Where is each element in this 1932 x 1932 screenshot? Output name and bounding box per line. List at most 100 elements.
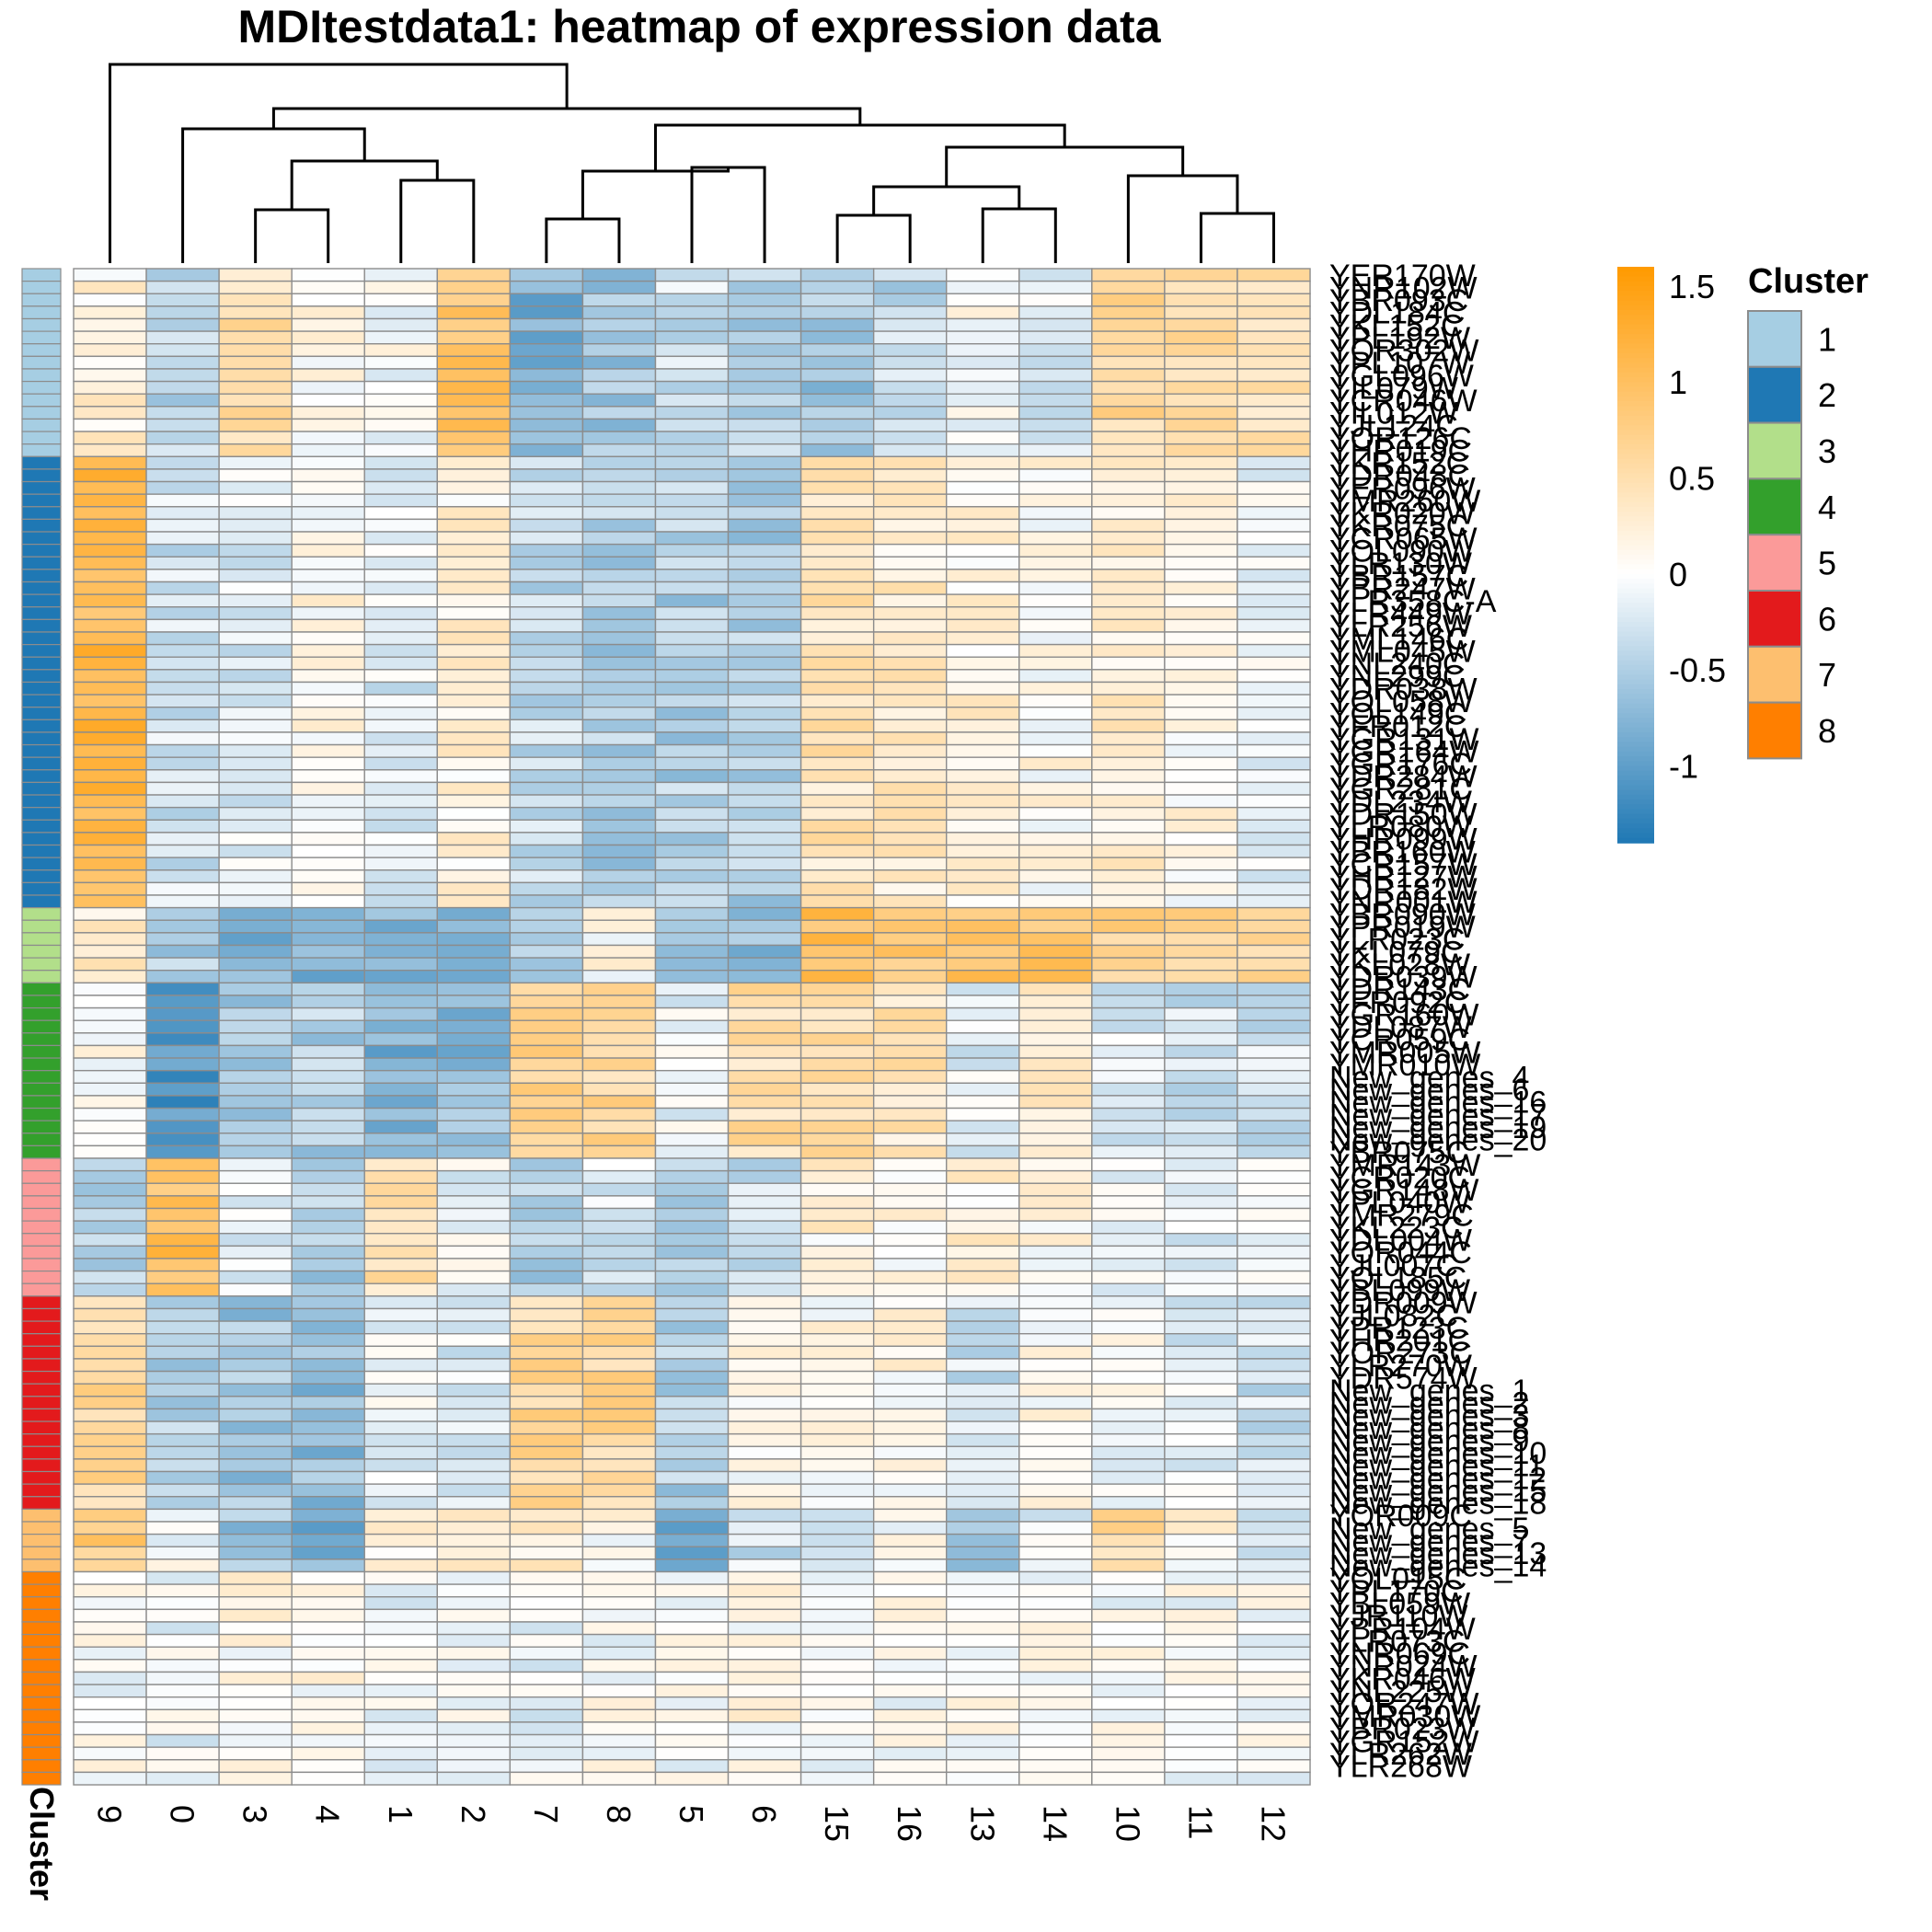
heatmap-cell — [363, 1383, 438, 1397]
heatmap-cell — [291, 1133, 365, 1147]
heatmap-cell — [436, 1207, 512, 1222]
heatmap-cell — [291, 1082, 365, 1097]
heatmap-cell — [1018, 380, 1093, 395]
cluster-annotation-cell — [21, 343, 62, 357]
heatmap-cell — [1164, 844, 1238, 858]
heatmap-cell — [581, 1358, 657, 1373]
heatmap-cell — [145, 819, 220, 834]
cluster-annotation-cell — [21, 1633, 62, 1648]
heatmap-cell — [436, 707, 512, 721]
row-label: YKR020W — [1329, 497, 1476, 532]
heatmap-cell — [581, 894, 657, 909]
heatmap-cell — [872, 1684, 948, 1698]
heatmap-cell — [799, 569, 875, 583]
heatmap-cell — [436, 443, 512, 457]
heatmap-cell — [363, 406, 438, 420]
heatmap-cell — [799, 368, 875, 383]
heatmap-cell — [436, 1608, 512, 1623]
heatmap-cell — [363, 1082, 438, 1097]
heatmap-cell — [581, 581, 657, 595]
heatmap-cell — [872, 857, 948, 871]
heatmap-cell — [727, 593, 802, 608]
heatmap-cell — [145, 518, 220, 533]
heatmap-cell — [218, 1659, 293, 1673]
heatmap-cell — [799, 919, 875, 934]
heatmap-cell — [1236, 1133, 1311, 1147]
heatmap-cell — [291, 1671, 365, 1685]
heatmap-cell — [291, 719, 365, 733]
heatmap-cell — [145, 330, 220, 345]
heatmap-cell — [1236, 1345, 1311, 1360]
row-label: YNR102W — [1329, 270, 1478, 305]
heatmap-cell — [946, 1233, 1020, 1248]
row-label: YPL040W — [1329, 1186, 1470, 1221]
color-scale-segment — [1617, 564, 1654, 570]
heatmap-cell — [1091, 1508, 1166, 1523]
heatmap-cell — [363, 518, 438, 533]
heatmap-cell — [581, 506, 657, 521]
heatmap-cell — [946, 1133, 1020, 1147]
cluster-annotation-cell — [21, 1006, 62, 1021]
heatmap-cell — [218, 1621, 293, 1636]
heatmap-cell — [654, 1496, 730, 1511]
heatmap-cell — [363, 1320, 438, 1335]
heatmap-cell — [73, 844, 147, 858]
heatmap-cell — [363, 970, 438, 984]
row-label: New_genes_10 — [1329, 1436, 1547, 1471]
heatmap-cell — [509, 443, 584, 457]
heatmap-cell — [872, 1019, 948, 1034]
heatmap-cell — [1018, 1508, 1093, 1523]
heatmap-cell — [581, 1583, 657, 1598]
heatmap-cell — [363, 1195, 438, 1210]
heatmap-cell — [145, 1696, 220, 1711]
heatmap-cell — [1164, 1006, 1238, 1021]
heatmap-cell — [946, 1684, 1020, 1698]
heatmap-cell — [1091, 1133, 1166, 1147]
heatmap-cell — [436, 431, 512, 445]
heatmap-cell — [654, 894, 730, 909]
heatmap-cell — [872, 869, 948, 884]
heatmap-cell — [1164, 1558, 1238, 1573]
heatmap-cell — [73, 1182, 147, 1197]
heatmap-cell — [946, 631, 1020, 646]
heatmap-cell — [799, 1733, 875, 1748]
heatmap-cell — [291, 1295, 365, 1310]
heatmap-cell — [436, 832, 512, 846]
heatmap-cell — [509, 480, 584, 495]
heatmap-cell — [509, 1195, 584, 1210]
heatmap-cell — [218, 1195, 293, 1210]
heatmap-cell — [1018, 1233, 1093, 1248]
heatmap-cell — [1236, 1157, 1311, 1172]
heatmap-cell — [581, 1233, 657, 1248]
heatmap-cell — [946, 330, 1020, 345]
heatmap-cell — [73, 756, 147, 771]
heatmap-cell — [145, 1282, 220, 1297]
heatmap-cell — [218, 669, 293, 684]
heatmap-cell — [581, 944, 657, 959]
heatmap-cell — [799, 480, 875, 495]
cluster-annotation-cell — [21, 832, 62, 846]
row-label: New_genes_20 — [1329, 1123, 1547, 1158]
heatmap-cell — [727, 1332, 802, 1348]
heatmap-cell — [727, 1019, 802, 1034]
color-scale-segment — [1617, 770, 1654, 776]
heatmap-cell — [727, 869, 802, 884]
heatmap-cell — [799, 819, 875, 834]
heatmap-cell — [145, 707, 220, 721]
heatmap-cell — [509, 1621, 584, 1636]
heatmap-cell — [799, 293, 875, 307]
row-label: New_genes_4 — [1329, 1060, 1529, 1095]
heatmap-cell — [727, 1646, 802, 1661]
heatmap-cell — [145, 970, 220, 984]
row-label: YDR009W — [1329, 1286, 1478, 1321]
heatmap-cell — [872, 970, 948, 984]
heatmap-cell — [946, 857, 1020, 871]
heatmap-cell — [218, 355, 293, 370]
heatmap-cell — [145, 1320, 220, 1335]
heatmap-cell — [946, 355, 1020, 370]
heatmap-cell — [1018, 1432, 1093, 1447]
row-label: YDR284W — [1329, 760, 1478, 795]
heatmap-cell — [727, 1746, 802, 1761]
row-label: New_genes_15 — [1329, 1474, 1547, 1509]
heatmap-cell — [509, 857, 584, 871]
